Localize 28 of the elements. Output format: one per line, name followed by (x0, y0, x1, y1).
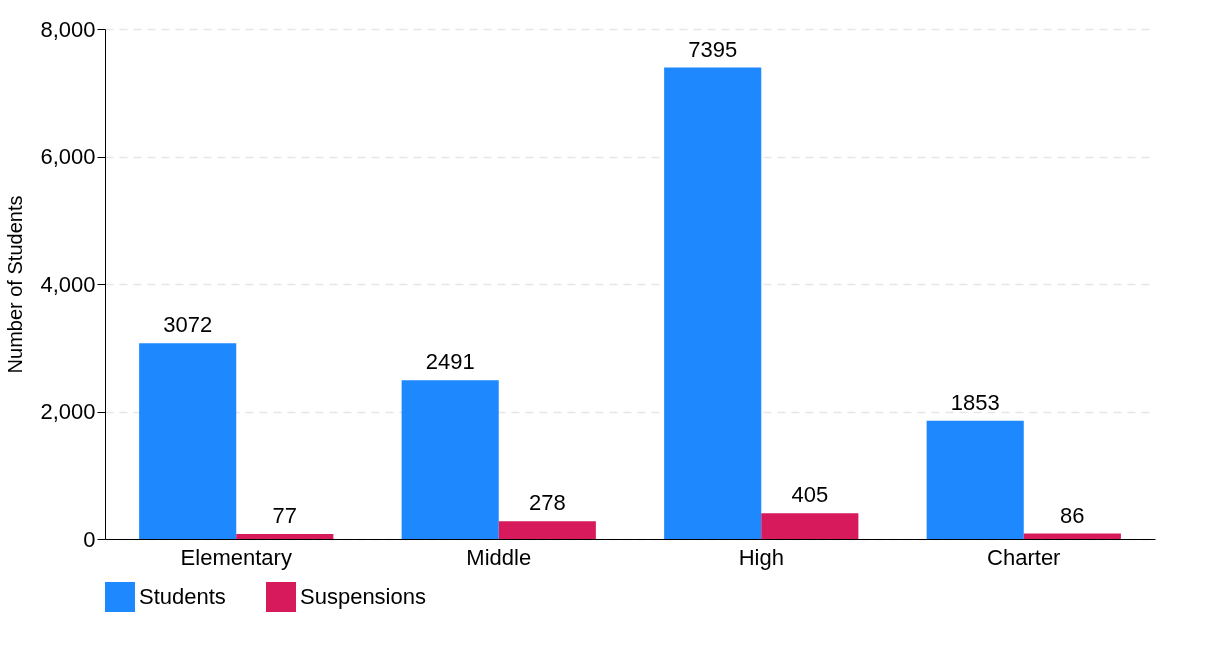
legend-label: Suspensions (300, 584, 426, 609)
legend-label: Students (139, 584, 226, 609)
y-tick-label: 4,000 (40, 271, 96, 297)
bar (761, 513, 859, 539)
bar (926, 420, 1024, 539)
data-label: 77 (272, 503, 298, 529)
data-label: 86 (1060, 502, 1085, 528)
bar (1023, 533, 1121, 539)
bar (664, 67, 762, 539)
x-tick-label: Elementary (180, 544, 292, 570)
y-axis-title: Number of Students (4, 195, 27, 374)
y-tick-label: 2,000 (40, 399, 96, 424)
bar (139, 343, 237, 539)
y-tick-label: 6,000 (40, 144, 96, 169)
data-label: 2491 (425, 349, 475, 375)
x-tick-label: Middle (466, 544, 532, 570)
y-tick-label: 8,000 (40, 16, 96, 42)
data-label: 1853 (950, 389, 1000, 415)
x-tick-label: High (738, 544, 784, 570)
bar (401, 380, 499, 539)
bar (498, 521, 596, 539)
data-label: 7395 (688, 36, 738, 62)
bar (236, 534, 334, 539)
y-tick-label: 0 (83, 526, 96, 552)
data-label: 405 (791, 482, 829, 508)
x-tick-label: Charter (987, 544, 1061, 570)
data-label: 278 (528, 490, 566, 516)
data-label: 3072 (163, 312, 213, 338)
